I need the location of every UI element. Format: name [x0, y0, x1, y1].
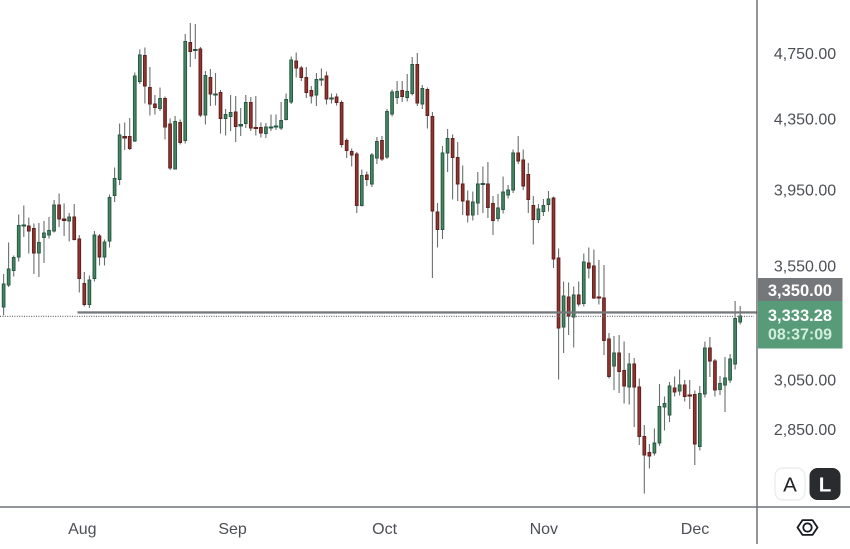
svg-text:4,350.00: 4,350.00 [774, 112, 836, 129]
svg-text:3,050.00: 3,050.00 [774, 373, 836, 390]
svg-text:A: A [783, 474, 797, 497]
svg-text:3,350.00: 3,350.00 [768, 282, 832, 300]
svg-text:08:37:09: 08:37:09 [768, 327, 832, 344]
svg-text:3,550.00: 3,550.00 [774, 259, 836, 276]
svg-text:L: L [819, 474, 832, 497]
svg-text:Dec: Dec [681, 521, 709, 538]
svg-text:3,333.28: 3,333.28 [768, 307, 832, 325]
svg-text:Aug: Aug [68, 521, 96, 538]
svg-text:2,850.00: 2,850.00 [774, 422, 836, 439]
svg-text:Oct: Oct [372, 521, 397, 538]
svg-text:3,950.00: 3,950.00 [774, 183, 836, 200]
svg-text:Nov: Nov [530, 521, 558, 538]
svg-text:Sep: Sep [218, 521, 247, 538]
svg-text:4,750.00: 4,750.00 [774, 46, 836, 63]
